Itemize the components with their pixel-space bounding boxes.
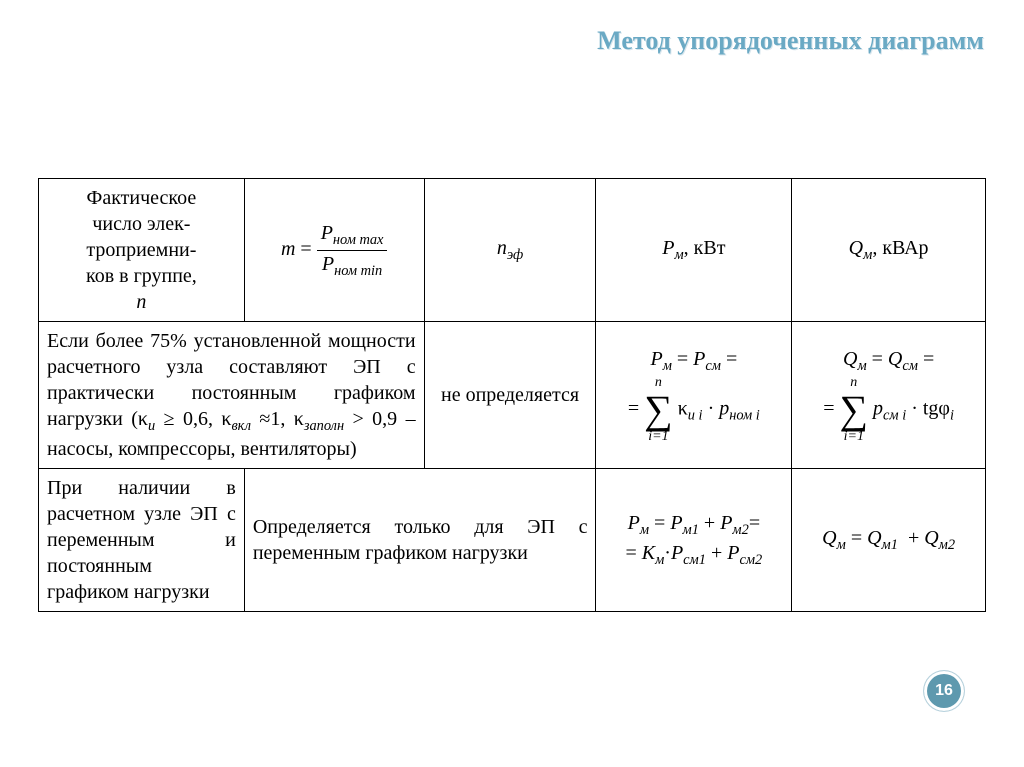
table-row: При наличии в расчетном узле ЭП с переме…	[39, 468, 986, 611]
col3-var: n	[497, 237, 507, 259]
qsum-bot: i=1	[840, 430, 869, 444]
p-sub: ном i	[729, 407, 760, 423]
row1-condition: Если более 75% установленной мощности ра…	[39, 322, 425, 469]
table-header-row: Фактическое число элек-троприемни-ков в …	[39, 179, 986, 322]
col5-var: Q	[849, 237, 863, 259]
col4-var: P	[662, 237, 674, 259]
row2-p-formula: Pм = Pм1 + Pм2= = Kм·Pсм1 + Pсм2	[596, 468, 792, 611]
row2-q-formula: Qм = Qм1 + Qм2	[792, 468, 986, 611]
row1-q-formula: Qм = Qсм = = n ∑ i=1 pсм i · tgφi	[792, 322, 986, 469]
main-table: Фактическое число элек-троприемни-ков в …	[38, 178, 986, 612]
qp-sub: см i	[883, 407, 906, 423]
tg-sub: i	[950, 407, 954, 423]
col4-unit: , кВт	[684, 237, 726, 259]
table-row: Если более 75% установленной мощности ра…	[39, 322, 986, 469]
header-col2-formula: m = Pном max Pном min	[244, 179, 424, 322]
row1-nef: не определяется	[424, 322, 596, 469]
col4-sub: м	[674, 247, 683, 263]
slide-title: Метод упорядоченных диаграмм	[0, 26, 984, 56]
header-col5: Qм, кВАр	[792, 179, 986, 322]
header-col4: Pм, кВт	[596, 179, 792, 322]
col3-sub: эф	[507, 247, 523, 263]
page-number: 16	[935, 682, 953, 700]
row1-p-formula: Pм = Pсм = = n ∑ i=1 κи i · pном i	[596, 322, 792, 469]
col5-sub: м	[863, 247, 872, 263]
num-sub: ном max	[333, 232, 384, 248]
slide: Метод упорядоченных диаграмм Фактическое…	[0, 0, 1024, 767]
row2-condition: При наличии в расчетном узле ЭП с переме…	[39, 468, 245, 611]
sum-bot: i=1	[644, 430, 673, 444]
page-number-badge: 16	[924, 671, 964, 711]
k-sub: и i	[688, 407, 703, 423]
den-sub: ном min	[334, 263, 382, 279]
col5-unit: , кВАр	[872, 237, 928, 259]
header-col3: nэф	[424, 179, 596, 322]
header-col1: Фактическое число элек-троприемни-ков в …	[39, 179, 245, 322]
row2-nef: Определяется только для ЭП с переменным …	[244, 468, 596, 611]
